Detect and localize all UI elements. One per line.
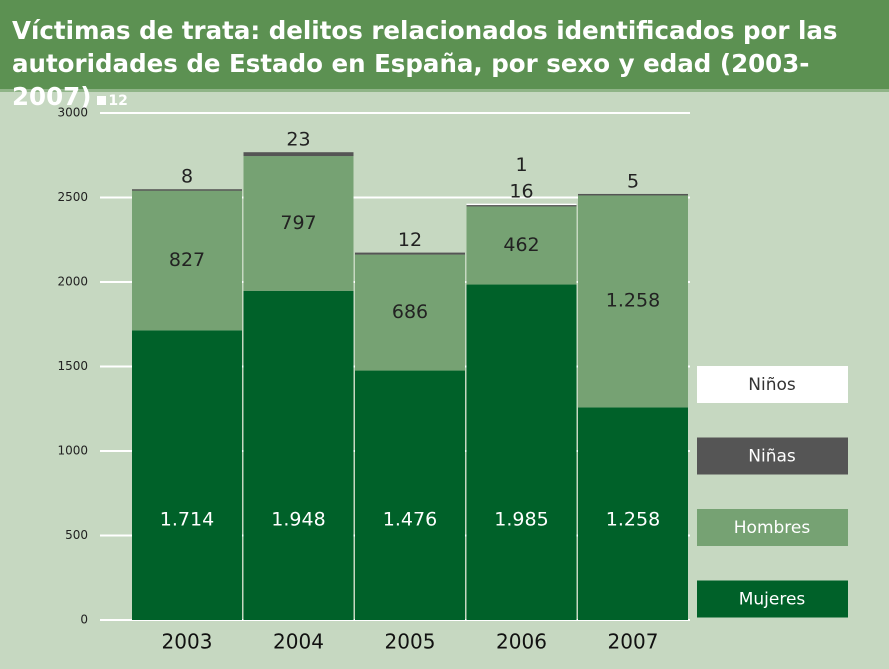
x-tick-label: 2003 (162, 630, 213, 654)
data-label: 1.948 (271, 509, 325, 531)
y-tick-label: 1000 (57, 444, 88, 458)
y-tick-label: 1500 (57, 359, 88, 373)
legend-label: Niñas (748, 447, 796, 467)
data-label: 1.476 (383, 509, 437, 531)
data-label: 5 (627, 170, 639, 192)
bar-segment (578, 407, 688, 620)
y-tick-label: 2500 (57, 190, 88, 204)
figure-number: 12 (91, 93, 127, 109)
data-label: 1.258 (606, 509, 660, 531)
bar-segment (466, 206, 577, 285)
data-label: 1.985 (494, 509, 548, 531)
bar-segment (243, 156, 354, 291)
legend-label: Mujeres (739, 590, 806, 610)
legend-swatch (697, 580, 848, 618)
data-label: 23 (286, 129, 310, 151)
data-label: 8 (181, 166, 193, 188)
header: Víctimas de trata: delitos relacionados … (0, 0, 889, 111)
legend-label: Niños (748, 375, 796, 395)
x-tick-label: 2004 (273, 630, 324, 654)
bar-segment (466, 284, 577, 620)
y-tick-label: 0 (80, 613, 88, 627)
bar-segment (355, 252, 465, 255)
legend-swatch (697, 366, 848, 403)
bar-segment (243, 152, 354, 157)
data-label: 797 (280, 212, 316, 234)
data-label: 462 (503, 234, 539, 256)
bar-segment (578, 193, 688, 196)
bar-segment (466, 203, 577, 207)
y-tick-label: 500 (65, 528, 88, 542)
data-label: 1.714 (160, 509, 214, 531)
data-label: 1.258 (606, 290, 660, 312)
y-tick-label: 2000 (57, 275, 88, 289)
x-tick-label: 2005 (385, 630, 436, 654)
data-label: 827 (169, 249, 205, 271)
bar-segment (355, 254, 465, 371)
legend-swatch (697, 509, 848, 546)
chart-title: Víctimas de trata: delitos relacionados … (12, 14, 862, 118)
bar-segment (132, 190, 242, 331)
legend-label: Hombres (734, 518, 811, 538)
bar-segment (355, 370, 465, 620)
title-text: Víctimas de trata: delitos relacionados … (12, 16, 838, 111)
bar-segment (578, 194, 688, 408)
data-label: 686 (392, 301, 428, 323)
x-tick-label: 2006 (496, 630, 547, 654)
bar-segment (466, 203, 577, 206)
y-tick-label: 3000 (57, 106, 88, 120)
bar-segment (243, 290, 354, 620)
data-label: 12 (398, 229, 422, 251)
data-label: 1 (515, 154, 527, 176)
bar-segment (132, 330, 242, 620)
bar-segment (132, 189, 242, 191)
x-tick-label: 2007 (608, 630, 659, 654)
data-label: 16 (509, 180, 533, 202)
legend-swatch (697, 437, 848, 475)
